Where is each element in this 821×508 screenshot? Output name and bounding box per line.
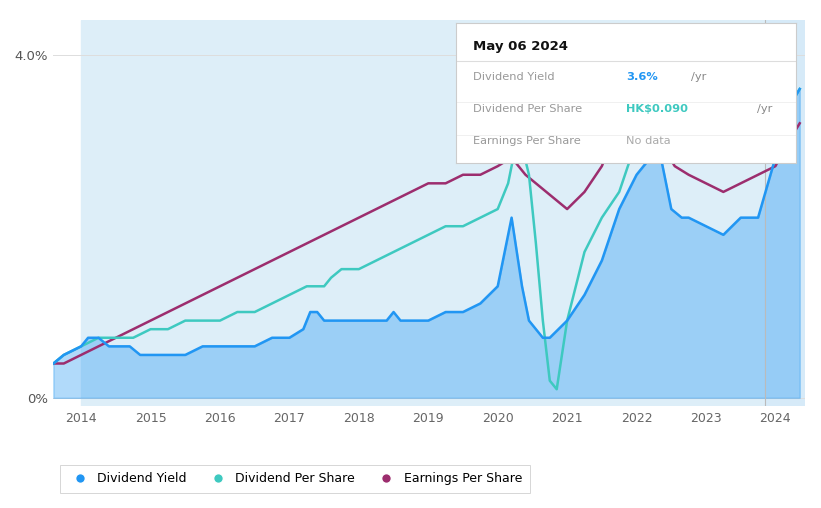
Text: Dividend Yield: Dividend Yield (473, 72, 554, 82)
Text: No data: No data (626, 136, 671, 146)
Text: Dividend Per Share: Dividend Per Share (473, 104, 582, 114)
Text: /yr: /yr (757, 104, 773, 114)
Bar (765, 20, 805, 406)
Text: Past: Past (768, 50, 791, 60)
Text: May 06 2024: May 06 2024 (473, 40, 567, 53)
Text: /yr: /yr (691, 72, 707, 82)
Text: HK$0.090: HK$0.090 (626, 104, 688, 114)
Text: 3.6%: 3.6% (626, 72, 658, 82)
Text: Earnings Per Share: Earnings Per Share (473, 136, 580, 146)
Legend: Dividend Yield, Dividend Per Share, Earnings Per Share: Dividend Yield, Dividend Per Share, Earn… (60, 465, 530, 493)
